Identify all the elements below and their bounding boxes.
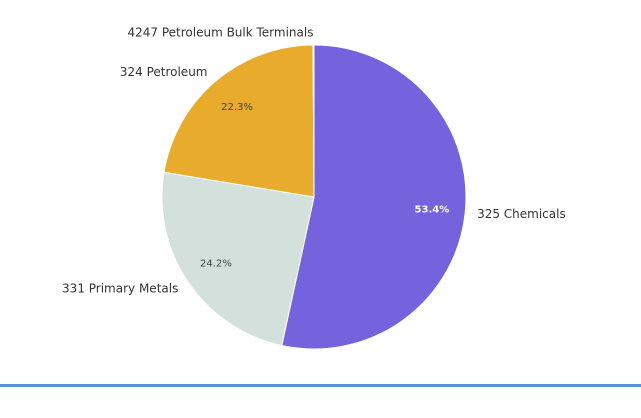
slice-label: 4247 Petroleum Bulk Terminals — [127, 26, 313, 40]
pie-slice — [281, 44, 467, 350]
slice-label: 325 Chemicals — [477, 207, 566, 221]
pie-slice — [312, 44, 315, 198]
slice-percent: 22.3% — [221, 102, 253, 113]
pie-slice — [163, 44, 315, 198]
slice-percent: 53.4% — [415, 205, 450, 216]
slice-label: 331 Primary Metals — [62, 282, 178, 296]
slice-label: 324 Petroleum — [120, 65, 208, 79]
bottom-border — [0, 384, 641, 387]
pie-slice — [161, 171, 315, 347]
slice-percent: 24.2% — [200, 259, 232, 270]
